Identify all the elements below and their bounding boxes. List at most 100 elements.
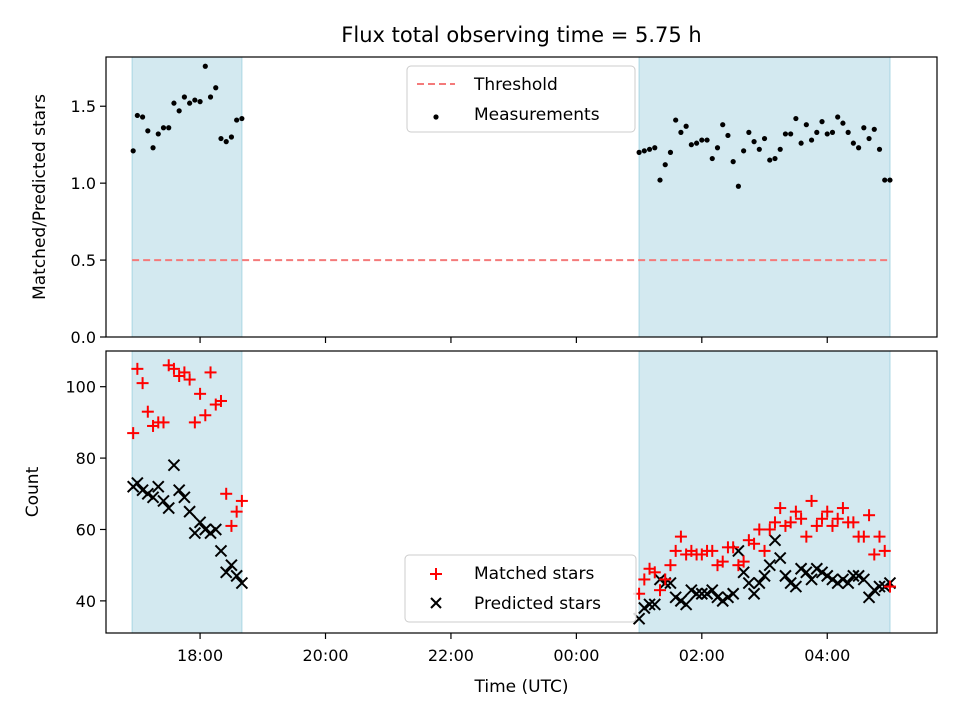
predicted-star-point xyxy=(821,569,834,583)
predicted-star-point xyxy=(794,562,808,575)
predicted-star-point xyxy=(685,583,698,597)
measurement-point xyxy=(887,177,893,183)
matched-star-point xyxy=(868,548,881,561)
measurement-point xyxy=(673,117,679,123)
matched-star-point xyxy=(847,516,860,529)
measurement-point xyxy=(678,129,684,135)
predicted-star-point xyxy=(193,516,207,529)
legend-predicted-swatch xyxy=(430,597,442,609)
matched-star-point xyxy=(774,502,787,515)
predicted-star-point xyxy=(742,576,756,590)
predicted-star-point xyxy=(695,587,709,600)
measurement-point xyxy=(725,132,731,139)
predicted-star-point xyxy=(836,573,850,586)
measurement-point xyxy=(130,148,136,154)
matched-star-point xyxy=(669,544,682,557)
matched-star-point xyxy=(789,505,802,518)
matched-star-point xyxy=(737,555,750,568)
y-tick-label: 0.5 xyxy=(71,251,96,270)
measurement-point xyxy=(207,94,214,100)
measurement-point xyxy=(824,131,830,137)
measurement-point xyxy=(688,142,694,148)
measurement-point xyxy=(767,157,773,163)
measurement-point xyxy=(662,162,668,168)
measurement-point xyxy=(746,129,752,135)
predicted-star-point xyxy=(204,526,217,540)
measurement-point xyxy=(134,112,140,119)
matched-star-point xyxy=(883,580,896,593)
predicted-star-point xyxy=(146,491,160,504)
matched-star-point xyxy=(664,559,677,572)
measurement-point xyxy=(845,129,851,135)
matched-star-point xyxy=(821,505,834,518)
bottom-legend-box xyxy=(404,554,637,623)
y-tick-label: 60 xyxy=(76,520,96,539)
predicted-star-point xyxy=(779,569,792,583)
matched-star-point xyxy=(127,427,140,440)
measurement-point xyxy=(793,115,799,122)
measurement-point xyxy=(777,146,783,152)
matched-star-point xyxy=(727,541,740,554)
measurement-point xyxy=(803,122,809,128)
predicted-star-point xyxy=(141,487,155,500)
matched-star-point xyxy=(674,530,687,543)
matched-star-point xyxy=(131,362,144,375)
measurement-point xyxy=(239,115,245,122)
predicted-star-point xyxy=(669,591,682,604)
measurement-point xyxy=(819,119,825,125)
measurement-point xyxy=(693,140,700,146)
measurement-point xyxy=(772,155,778,162)
matched-star-point xyxy=(857,530,870,543)
matched-star-point xyxy=(706,544,719,557)
measurement-point xyxy=(145,128,151,134)
matched-star-point xyxy=(873,530,886,543)
predicted-star-point xyxy=(716,594,729,608)
measurement-point xyxy=(782,131,789,137)
predicted-star-point xyxy=(847,569,860,583)
y-tick-label: 1.0 xyxy=(71,174,96,193)
predicted-star-point xyxy=(857,573,871,586)
y-tick-label: 80 xyxy=(76,449,96,468)
predicted-star-point xyxy=(862,591,876,604)
predicted-star-point xyxy=(737,566,750,579)
measurement-point xyxy=(730,159,736,165)
matched-star-point xyxy=(167,362,180,375)
x-tick-label: 18:00 xyxy=(177,646,223,665)
matched-star-point xyxy=(654,584,666,597)
measurement-point xyxy=(218,135,224,142)
measurement-point xyxy=(213,85,219,91)
matched-star-point xyxy=(230,505,243,518)
shaded-interval xyxy=(131,56,243,338)
measurement-point xyxy=(160,125,167,131)
measurement-point xyxy=(866,135,872,142)
measurement-point xyxy=(720,122,726,128)
matched-star-point xyxy=(795,512,808,525)
measurement-point xyxy=(856,145,862,151)
measurement-point xyxy=(652,145,658,151)
top-legend-box xyxy=(406,65,636,133)
matched-star-point xyxy=(784,516,797,529)
bottom-legend: Matched stars Predicted stars xyxy=(404,554,637,623)
predicted-star-point xyxy=(178,491,191,504)
x-axis-label: Time (UTC) xyxy=(474,677,569,697)
measurement-point xyxy=(176,108,182,114)
predicted-star-point xyxy=(873,580,886,593)
matched-star-point xyxy=(136,377,149,390)
measurement-point xyxy=(139,114,146,120)
x-tick-label: 04:00 xyxy=(804,646,850,665)
measurement-point xyxy=(636,149,642,155)
measurement-point xyxy=(709,155,715,162)
predicted-star-point xyxy=(711,591,724,604)
predicted-star-point xyxy=(831,576,844,590)
predicted-star-point xyxy=(747,587,761,600)
matched-star-point xyxy=(863,509,876,522)
predicted-star-point xyxy=(648,598,661,611)
measurement-point xyxy=(181,94,187,100)
predicted-star-point xyxy=(183,505,196,518)
bottom-y-axis-label: Count xyxy=(23,466,43,517)
predicted-star-point xyxy=(131,476,144,490)
x-tick-label: 20:00 xyxy=(302,646,348,665)
x-tick-label: 22:00 xyxy=(428,646,474,665)
predicted-star-point xyxy=(763,558,776,572)
